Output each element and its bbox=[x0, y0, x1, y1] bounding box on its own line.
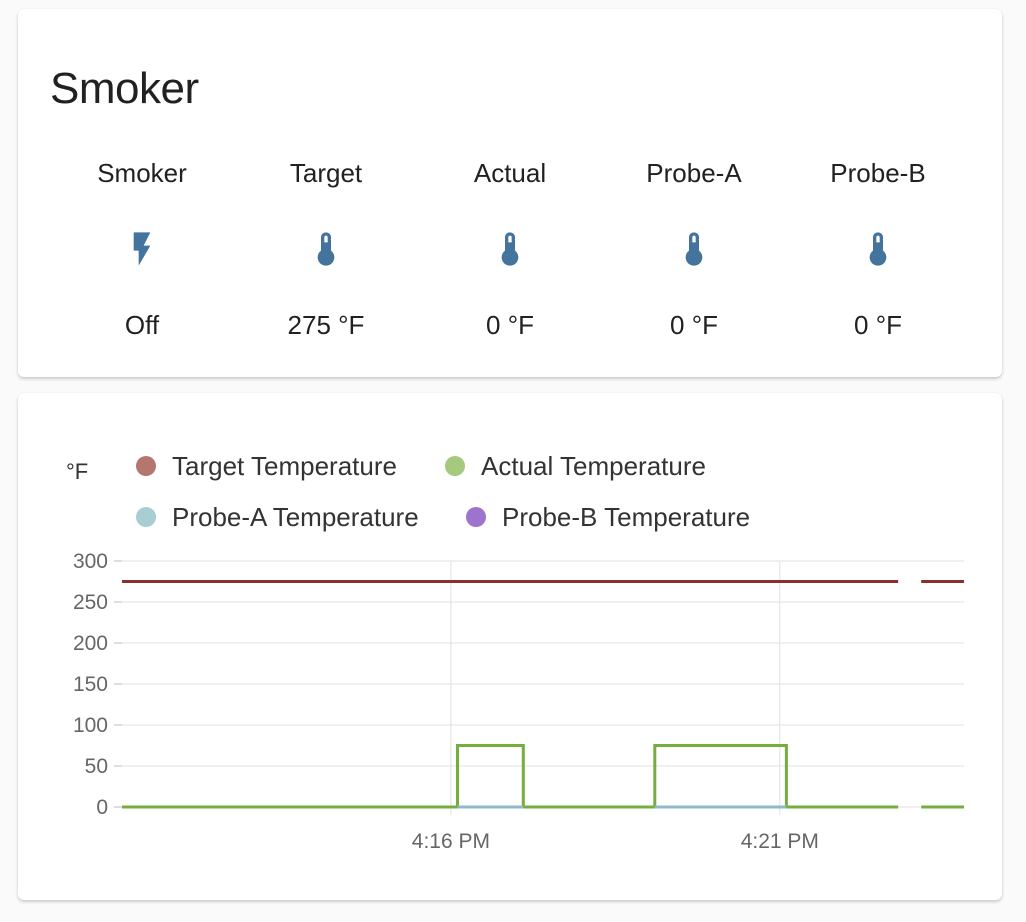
x-tick-label: 4:21 PM bbox=[741, 830, 819, 853]
legend-dot bbox=[466, 507, 486, 527]
entity-name: Probe-B bbox=[830, 158, 926, 188]
entity-state: 0 °F bbox=[854, 310, 902, 340]
entity-probe-a[interactable]: Probe-A 0 °F bbox=[602, 157, 786, 357]
history-graph-card: 0 50 100 150 200 250 300 4:16 PM 4:21 PM °F Targ… bbox=[18, 393, 1002, 900]
entity-name: Smoker bbox=[97, 158, 187, 188]
entity-state: Off bbox=[124, 310, 160, 340]
entity-actual[interactable]: Actual 0 °F bbox=[418, 157, 602, 357]
thermometer-icon bbox=[674, 229, 714, 269]
y-tick-label: 100 bbox=[73, 714, 108, 737]
y-tick-label: 300 bbox=[73, 550, 108, 573]
y-tick-label: 200 bbox=[73, 632, 108, 655]
legend-label: Actual Temperature bbox=[481, 450, 706, 481]
entity-state: 0 °F bbox=[670, 310, 718, 340]
card-title: Smoker bbox=[50, 64, 199, 113]
legend-item-probe-b-temperature[interactable]: Probe-B Temperature bbox=[466, 502, 750, 532]
y-tick-label: 150 bbox=[73, 673, 108, 696]
legend-item-probe-a-temperature[interactable]: Probe-A Temperature bbox=[136, 502, 419, 532]
entity-target[interactable]: Target 275 °F bbox=[234, 157, 418, 357]
entity-name: Target bbox=[289, 158, 363, 188]
legend-dot bbox=[445, 456, 465, 476]
legend-label: Probe-B Temperature bbox=[502, 501, 751, 532]
legend-label: Probe-A Temperature bbox=[172, 501, 419, 532]
y-tick-label: 0 bbox=[96, 796, 108, 819]
entity-state: 275 °F bbox=[287, 310, 365, 340]
entity-state: 0 °F bbox=[486, 310, 534, 340]
thermometer-icon bbox=[858, 229, 898, 269]
entity-name: Probe-A bbox=[646, 158, 742, 188]
smoker-glance-card: Smoker Smoker Off Target 275 °F Actual 0… bbox=[18, 9, 1002, 377]
legend-label: Target Temperature bbox=[172, 450, 397, 481]
entity-row: Smoker Off Target 275 °F Actual 0 °F Pro… bbox=[50, 157, 970, 357]
history-chart: 0 50 100 150 200 250 300 4:16 PM 4:21 PM bbox=[73, 550, 964, 853]
entity-smoker[interactable]: Smoker Off bbox=[50, 157, 234, 357]
lightning-bolt-icon bbox=[122, 229, 162, 269]
thermometer-icon bbox=[306, 229, 346, 269]
legend-dot bbox=[136, 507, 156, 527]
entity-name: Actual bbox=[473, 158, 547, 188]
y-tick-label: 250 bbox=[73, 591, 108, 614]
entity-probe-b[interactable]: Probe-B 0 °F bbox=[786, 157, 970, 357]
legend-item-actual-temperature[interactable]: Actual Temperature bbox=[445, 451, 706, 481]
legend-item-target-temperature[interactable]: Target Temperature bbox=[136, 451, 397, 481]
series-line-actual bbox=[122, 744, 899, 809]
y-tick-label: 50 bbox=[85, 755, 108, 778]
y-axis-unit-label: °F bbox=[66, 459, 89, 484]
x-tick-label: 4:16 PM bbox=[412, 830, 490, 853]
legend-dot bbox=[136, 456, 156, 476]
thermometer-icon bbox=[490, 229, 530, 269]
